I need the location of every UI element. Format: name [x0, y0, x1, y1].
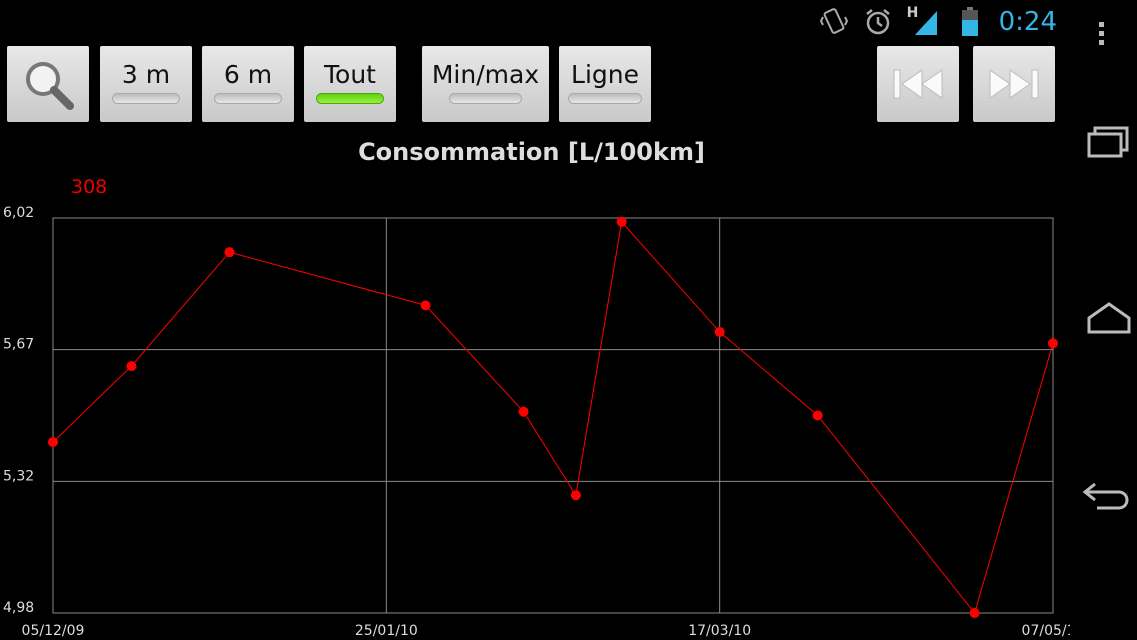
- next-button[interactable]: [973, 46, 1055, 122]
- range-6m-label: 6 m: [223, 60, 273, 89]
- x-tick-label: 05/12/09: [22, 623, 85, 639]
- range-all-label: Tout: [324, 60, 376, 89]
- status-clock: 0:24: [998, 7, 1057, 37]
- network-type: H: [906, 5, 919, 21]
- data-point: [224, 247, 235, 258]
- y-tick-label: 4,98: [3, 600, 34, 616]
- x-tick-label: 17/03/10: [688, 623, 751, 639]
- data-point: [714, 326, 725, 337]
- range-all-indicator: [315, 93, 385, 104]
- data-point: [969, 608, 980, 618]
- range-3m-label: 3 m: [121, 60, 171, 89]
- vibrate-icon: [819, 7, 849, 37]
- minmax-label: Min/max: [431, 60, 540, 89]
- battery-icon: [955, 7, 985, 37]
- overflow-menu-icon[interactable]: [1094, 22, 1108, 52]
- signal-icon: H: [906, 5, 941, 37]
- range-6m-indicator: [213, 93, 283, 104]
- minmax-button[interactable]: Min/max: [422, 46, 549, 122]
- minmax-indicator: [448, 93, 523, 104]
- data-point: [48, 437, 58, 448]
- data-point: [1048, 338, 1058, 349]
- x-tick-label: 07/05/10: [1022, 623, 1070, 639]
- record-count: 308: [71, 176, 108, 198]
- alarm-icon: [863, 7, 893, 37]
- fast-forward-icon: [989, 69, 1039, 99]
- rewind-icon: [893, 69, 943, 99]
- data-point: [616, 216, 627, 227]
- back-icon[interactable]: [1077, 472, 1137, 522]
- status-bar: H 0:24: [819, 0, 1057, 44]
- line-button[interactable]: Ligne: [559, 46, 651, 122]
- recent-apps-icon[interactable]: [1077, 120, 1137, 170]
- range-3m-indicator: [111, 93, 181, 104]
- x-tick-label: 25/01/10: [355, 623, 418, 639]
- consumption-chart[interactable]: 6,02 5,67 5,32 4,98 05/12/09 25/01/10 17/03/10…: [0, 190, 1070, 640]
- system-nav-bar: [1077, 120, 1137, 640]
- previous-button[interactable]: [877, 46, 959, 122]
- data-point: [126, 361, 137, 372]
- range-all-button[interactable]: Tout: [304, 46, 396, 122]
- data-point: [518, 406, 529, 417]
- y-tick-label: 5,32: [3, 468, 34, 484]
- range-3m-button[interactable]: 3 m: [100, 46, 192, 122]
- search-button[interactable]: [7, 46, 89, 122]
- line-indicator: [568, 93, 642, 104]
- y-tick-label: 5,67: [3, 337, 34, 353]
- range-6m-button[interactable]: 6 m: [202, 46, 294, 122]
- y-tick-label: 6,02: [3, 205, 34, 221]
- series-line: [52, 220, 1054, 615]
- home-icon[interactable]: [1077, 296, 1137, 346]
- plot-frame: [52, 217, 1054, 614]
- chart-title: Consommation [L/100km]: [358, 138, 705, 166]
- data-point: [812, 410, 823, 421]
- data-point: [420, 300, 431, 311]
- data-point: [570, 490, 581, 501]
- line-label: Ligne: [571, 60, 639, 89]
- search-icon: [26, 62, 74, 110]
